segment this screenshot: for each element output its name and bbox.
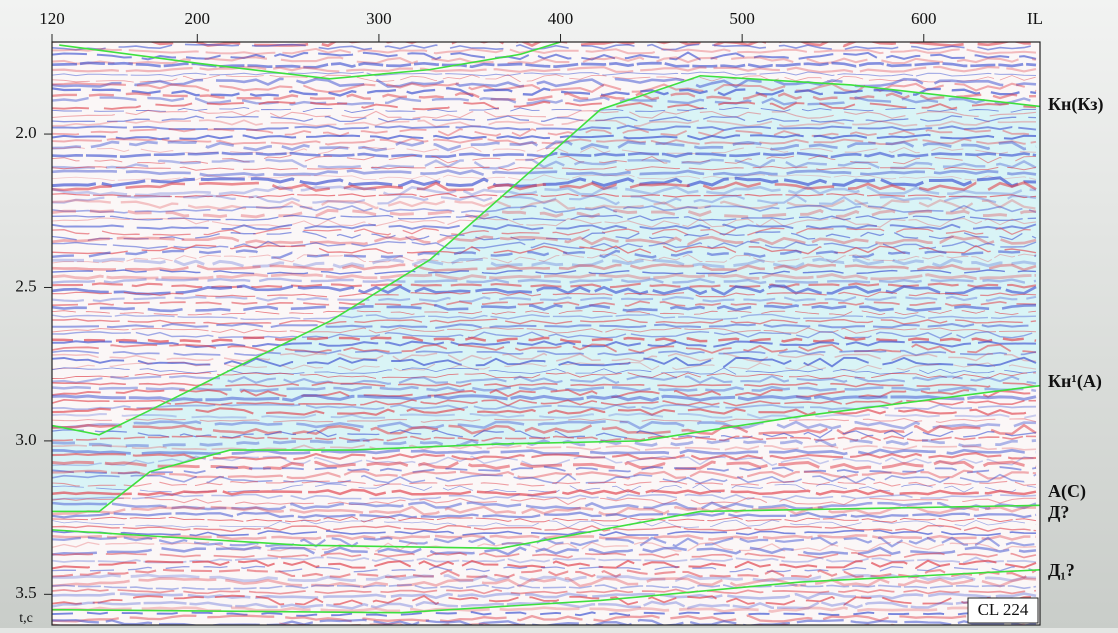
x-tick-label: 400: [548, 9, 574, 28]
y-tick-label: 2.5: [15, 276, 36, 295]
x-tick-label: 120: [39, 9, 65, 28]
y-tick-label: 3.0: [15, 430, 36, 449]
profile-label: CL 224: [978, 600, 1029, 619]
x-tick-label: 200: [185, 9, 211, 28]
horizon-label: Кн¹(А): [1048, 371, 1102, 392]
x-axis-label: IL: [1027, 9, 1043, 28]
chart: IL t,c CL 224 120 200 300 400 500 600 2.0 2.5 3.…: [0, 0, 1118, 628]
x-tick-label: 600: [911, 9, 937, 28]
y-tick-label: 3.5: [15, 583, 36, 602]
horizon-label: Д₁?: [1048, 560, 1075, 580]
horizon-label: Кн(Кз): [1048, 94, 1103, 115]
x-tick-label: 300: [366, 9, 392, 28]
horizon-label: Д?: [1048, 502, 1069, 522]
horizon-label: А(С): [1048, 481, 1086, 502]
y-axis-label: t,c: [19, 611, 33, 626]
y-tick-label: 2.0: [15, 123, 36, 142]
x-tick-label: 500: [729, 9, 755, 28]
